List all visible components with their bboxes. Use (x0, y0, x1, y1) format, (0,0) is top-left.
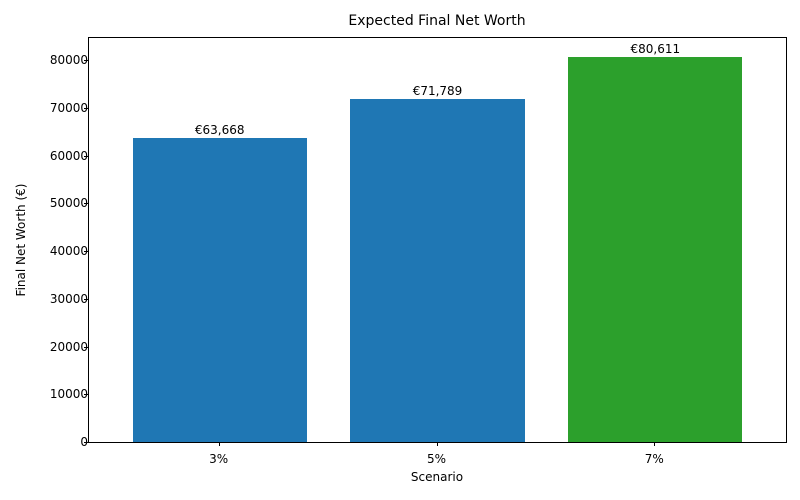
x-axis-label: Scenario (410, 470, 464, 484)
y-tick-label: 0 (80, 435, 88, 449)
y-tick-mark (84, 203, 88, 205)
y-tick-mark (84, 298, 88, 300)
bar-value-label: €71,789 (412, 84, 463, 99)
y-axis-label: Final Net Worth (€) (14, 183, 28, 297)
bar-5pct (350, 99, 525, 442)
x-tick-label: 7% (644, 452, 664, 466)
bar-7pct (568, 57, 743, 442)
x-tick-label: 5% (426, 452, 447, 466)
y-tick-label: 60000 (49, 148, 88, 163)
x-tick-mark (436, 442, 438, 446)
bar-3pct (132, 138, 307, 442)
y-tick-mark (84, 107, 88, 109)
bar-value-label: €80,611 (630, 42, 681, 57)
bar-value-label: €63,668 (194, 123, 245, 138)
y-tick-label: 70000 (49, 100, 88, 115)
y-tick-label: 40000 (49, 244, 88, 259)
y-tick-mark (84, 155, 88, 157)
y-tick-mark (84, 442, 88, 443)
y-tick-mark (84, 251, 88, 253)
y-tick-mark (84, 346, 88, 348)
y-tick-mark (84, 60, 88, 62)
x-tick-mark (218, 442, 220, 446)
y-tick-label: 30000 (49, 291, 88, 306)
chart-title: Expected Final Net Worth (348, 13, 526, 29)
y-tick-label: 10000 (49, 387, 88, 402)
x-tick-mark (654, 442, 656, 446)
plot-area: €63,668 €71,789 €80,611 (88, 37, 787, 443)
x-tick-label: 3% (209, 452, 229, 466)
y-tick-mark (84, 394, 88, 396)
y-tick-label: 20000 (49, 339, 88, 354)
y-tick-label: 50000 (49, 196, 88, 211)
y-tick-label: 80000 (49, 53, 88, 68)
